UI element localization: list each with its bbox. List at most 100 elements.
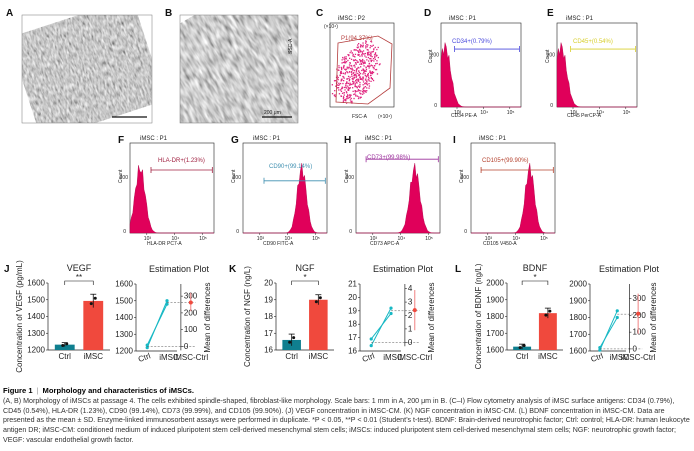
flow-c-dot <box>362 91 364 93</box>
flow-g-xlabel: CD90 FITC-A <box>263 241 294 247</box>
flow-c-dot <box>372 58 375 60</box>
flow-c-dot <box>360 93 362 95</box>
flow-c-dot <box>344 60 346 62</box>
ngf-bar-ylabel: Concentration of NGF (ng/L) <box>243 266 252 367</box>
flow-c-dot <box>347 54 349 56</box>
bdnf-est-ytick-label: 1800 <box>569 313 587 322</box>
vegf-bar-ylabel: Concentration of VEGF (pg/mL) <box>15 260 24 373</box>
flow-d-ylabel: Count <box>428 49 434 63</box>
flow-c-dot <box>362 81 365 83</box>
flow-c-dot <box>359 76 362 78</box>
flow-c-dot <box>375 68 378 71</box>
flow-c-dot <box>359 81 361 84</box>
flow-c-dot <box>364 83 366 85</box>
flow-c-dot <box>366 87 368 89</box>
flow-c-dot <box>372 44 374 46</box>
flow-c-dot <box>368 51 370 53</box>
flow-c-dot <box>355 63 357 65</box>
flow-c-dot <box>356 95 359 97</box>
flow-c-dot <box>338 82 340 84</box>
flow-c-dot <box>351 65 353 67</box>
flow-c-dot <box>333 95 336 97</box>
flow-c-dot <box>348 96 350 99</box>
flow-c-dot <box>344 61 346 64</box>
caption-body: (A, B) Morphology of iMSCs at passage 4.… <box>3 396 690 444</box>
flow-f-ytick-label: 0 <box>123 229 126 235</box>
vegf-bar-sig-bracket <box>64 280 94 285</box>
ngf-est-ytick-label: 16 <box>348 347 357 356</box>
flow-i-ytick-label: 200 <box>461 175 470 181</box>
flow-c-dot <box>356 75 358 77</box>
ngf-est-pair-point <box>389 311 393 316</box>
bdnf-bar-sig-label: * <box>533 273 536 282</box>
flow-c-dot <box>352 90 354 92</box>
flow-c-dot <box>361 61 364 63</box>
flow-c-dot <box>363 86 365 88</box>
flow-c-dot <box>353 77 355 79</box>
flow-c-dot <box>352 78 354 80</box>
flow-d-peak <box>440 42 521 108</box>
flow-c-dot <box>354 91 357 93</box>
flow-c-dot <box>355 70 358 72</box>
panel-label-e: E <box>547 8 554 19</box>
vegf-est-pair-point <box>145 346 149 350</box>
panel-label-l: L <box>455 264 461 275</box>
flow-c-dot <box>344 99 346 102</box>
flow-c-dot <box>371 45 373 47</box>
flow-c-dot <box>355 74 357 76</box>
ngf-bar-xtick-label: Ctrl <box>285 352 298 361</box>
flow-f-histogram: 10³ 10⁴ 10⁵ 0 200 <box>120 142 215 242</box>
flow-c-dot <box>342 97 345 100</box>
flow-c-dot <box>357 89 360 91</box>
flow-d-histogram: 10³ 10⁴ 10⁵ 0 200 <box>431 22 522 116</box>
flow-c-dot <box>355 62 357 64</box>
flow-c-dot <box>358 71 361 74</box>
bdnf-est-ytick-label: 1600 <box>569 347 587 356</box>
flow-c-dot <box>341 86 343 88</box>
flow-c-dot <box>358 89 360 92</box>
vegf-est-pair-line <box>146 303 168 346</box>
flow-c-dot <box>350 97 352 100</box>
bdnf-bar-ytick-label: 1600 <box>486 346 504 355</box>
flow-c-dot <box>370 51 372 53</box>
flow-c-dot <box>349 84 351 86</box>
flow-c-dot <box>377 56 379 59</box>
flow-e-gate-label: CD45+(0.54%) <box>573 39 613 45</box>
bdnf-est-xtick-label: iMSC <box>609 353 629 362</box>
flow-c-dot <box>354 56 356 58</box>
ngf-est-y2tick-label: 0 <box>408 338 413 347</box>
flow-c-dot <box>347 75 350 78</box>
flow-c-dot <box>370 58 372 60</box>
flow-c-dot <box>366 83 368 85</box>
flow-c-dot <box>364 74 366 77</box>
flow-g-ylabel: Count <box>231 169 237 183</box>
flow-c-dot <box>356 82 358 84</box>
ngf-est-ytick-label: 21 <box>348 280 357 289</box>
flow-c-dot <box>343 92 345 94</box>
flow-h-gate-label: CD73+(99.98%) <box>367 155 410 161</box>
flow-c-dot <box>362 46 364 48</box>
flow-c-dot <box>360 66 362 68</box>
flow-c-dot <box>360 46 362 48</box>
flow-c-dot <box>362 88 364 90</box>
flow-c-dot <box>365 56 367 58</box>
ngf-bar-xtick-label: iMSC <box>309 352 329 361</box>
vegf-bar-ytick-label: 1400 <box>27 312 45 321</box>
flow-c-dot <box>373 68 375 70</box>
flow-f-ylabel: Count <box>118 169 124 183</box>
flow-c-dot <box>337 87 340 89</box>
flow-c-dot <box>357 46 360 48</box>
flow-c-dot <box>340 72 342 75</box>
vegf-est-xtick-label: Ctrl <box>137 351 152 364</box>
bdnf-bar-ytick-label: 1900 <box>486 295 504 304</box>
flow-c-dot <box>371 72 373 74</box>
flow-c-dot <box>358 67 360 69</box>
flow-c-dot <box>367 49 369 51</box>
flow-c-dot <box>367 79 369 81</box>
flow-c-dot <box>362 44 364 46</box>
flow-c-dot <box>352 77 354 79</box>
flow-g-histogram: 10³ 10⁴ 10⁵ 0 200 <box>233 142 328 242</box>
flow-g-frame <box>242 142 328 234</box>
flow-c-dot <box>359 63 361 65</box>
